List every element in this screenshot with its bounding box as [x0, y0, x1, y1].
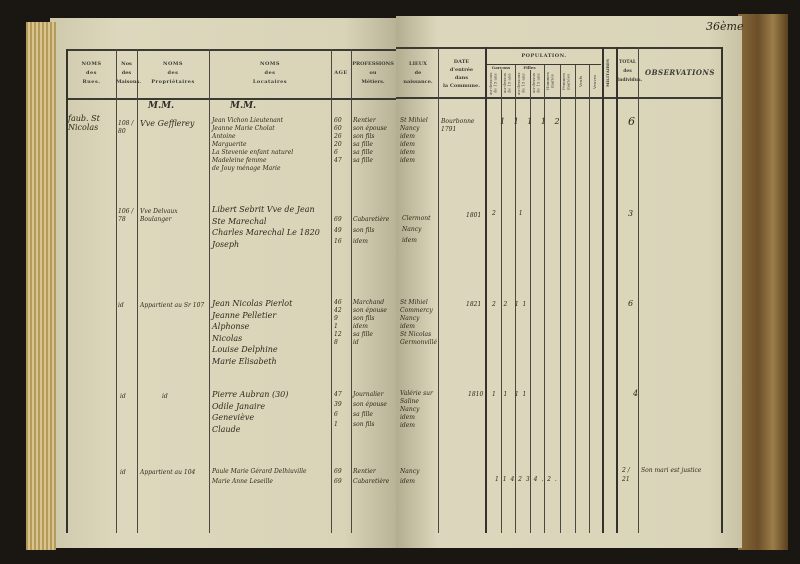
column-rule [137, 49, 138, 533]
entry-professions: Cabaretière son fils idem [353, 216, 390, 245]
column-rule [438, 47, 439, 533]
entry-total: 2 / 21 [622, 467, 630, 483]
population-subrule [487, 64, 601, 65]
mm-label: M.M. [148, 101, 175, 111]
right-page [396, 16, 742, 548]
right-header-bottom-rule [396, 97, 722, 99]
entry-total: 3 [628, 209, 634, 218]
left-page [50, 18, 396, 548]
header-garcons-over15: au-dessus de 15 ans [502, 73, 512, 94]
column-rule [638, 47, 639, 533]
entry-proprietaire: Vve Delvaux Boulanger [140, 208, 178, 223]
entry-population: 1 1 1 1 [492, 391, 527, 398]
entry-proprietaire: Appartient au 104 [140, 469, 196, 476]
column-rule [331, 49, 332, 533]
entry-date: 1821 [466, 301, 482, 308]
header-proprietaires: NOMS des Propriétaires [151, 61, 195, 85]
header-locataires: NOMS des Locataires [252, 61, 288, 85]
entry-date: Bourbonne 1791 [441, 118, 475, 133]
column-rule [589, 65, 590, 533]
entry-total: 6 [628, 299, 634, 308]
entry-maison-ditto: id [118, 302, 124, 309]
entry-lieux: St Mihiel Nancy idem idem idem idem [400, 117, 428, 164]
book-right-edge [738, 14, 788, 550]
column-rule [209, 49, 210, 533]
entry-lieux: St Mihiel Commercy Nancy idem St Nicolas Germ… [400, 299, 438, 346]
header-garcons-under15: au-dessous de 15 ans [488, 72, 498, 95]
header-veufs: Veufs [578, 76, 583, 88]
column-rule [602, 47, 604, 533]
entry-population: 2 1 [492, 210, 523, 217]
entry-lieux: Clermont Nancy idem [402, 215, 431, 244]
entry-professions: Journalier son épouse sa fille son fils [353, 391, 387, 428]
header-maisons: Nos des Maisons. [116, 61, 142, 85]
entry-locataires: Paule Marie Gérard Delhiuville Marie Anne… [212, 468, 307, 485]
entry-maison: 106 / 78 [118, 208, 134, 223]
entry-observation: Son mari est justice [641, 467, 702, 474]
entry-locataires: Libert Sebrit Vve de Jean Ste Marechal Cha… [212, 205, 320, 249]
left-table-top-rule [66, 49, 396, 51]
header-total: TOTAL des Individus. [617, 60, 643, 83]
header-militaires: MILITAIRES [605, 59, 610, 87]
left-header-bottom-rule [66, 98, 396, 100]
entry-lieux: Nancy idem [400, 468, 420, 485]
column-rule [530, 70, 531, 533]
column-rule [501, 70, 502, 533]
column-rule [485, 47, 487, 533]
header-population: POPULATION. [521, 53, 567, 59]
column-rule [515, 65, 516, 533]
header-lieux: LIEUX de naissance. [403, 61, 433, 85]
header-hommes-maries: Hommes mariés [545, 72, 555, 91]
column-rule [351, 49, 352, 533]
column-rule [544, 65, 545, 533]
entry-maison: 108 / 80 [118, 120, 134, 135]
entry-locataires: Jean Vichon Lieutenant Jeanne Marie Chola… [212, 117, 294, 172]
entry-ages: 69 49 16 [334, 216, 342, 245]
entry-total: 4 [633, 389, 639, 398]
entry-rue-ditto: id [120, 469, 126, 476]
entry-proprietaire: Vve Gefflerey [140, 119, 195, 128]
entry-professions: Marchand son épouse son fils idem sa fille id [353, 299, 387, 346]
entry-date: 1810 [468, 391, 484, 398]
entry-ages: 60 60 26 20 6 47 [334, 117, 342, 164]
header-veuves: Veuves [592, 74, 597, 90]
entry-proprietaire-ditto: id [162, 393, 168, 400]
entry-proprietaire: Appartient au Sr 107 [140, 302, 205, 309]
right-table-border [721, 47, 723, 533]
header-filles-over15: au-dessus de 15 ans [531, 73, 541, 94]
header-professions: PROFESSIONS ou Métiers. [352, 61, 394, 85]
entry-professions: Rentier Cabaretière [353, 468, 390, 485]
entry-rue-ditto: id [120, 393, 126, 400]
entry-population: 1 1 1 1 2 [500, 117, 563, 126]
header-date: DATE d'entrée dans la Commune. [443, 59, 480, 89]
header-femmes-mariees: Femmes mariées [561, 73, 571, 90]
right-table-top-rule [396, 47, 722, 49]
column-rule [116, 49, 117, 533]
entry-locataires: Pierre Aubran (30) Odile Janaire Geneviève… [212, 390, 289, 434]
entry-ages: 69 69 [334, 468, 342, 485]
header-age: AGE [334, 70, 348, 76]
header-observations: OBSERVATIONS [645, 68, 715, 77]
header-filles-under15: au-dessous de 15 ans [516, 72, 526, 95]
book-left-edge [26, 22, 56, 550]
entry-date: 1801 [466, 212, 482, 219]
entry-ages: 47 39 6 1 [334, 391, 342, 428]
header-rues: NOMS des Rues. [81, 61, 102, 85]
entry-professions: Rentier son épouse son fils sa fille sa fill… [353, 117, 387, 164]
entry-population: 1 1 4 2 3 4 . 2 . [495, 476, 558, 483]
header-filles: Filles [523, 65, 536, 70]
page-number: 36ème [706, 20, 744, 33]
column-rule [575, 65, 576, 533]
column-rule [616, 47, 618, 533]
entry-rue: faub. St Nicolas [68, 114, 100, 132]
column-rule [560, 65, 561, 533]
entry-lieux: Valérie sur Saline Nancy idem idem [400, 390, 433, 429]
entry-ages: 46 42 9 1 12 8 [334, 299, 342, 346]
mm-label: M.M. [230, 101, 257, 111]
header-garcons: Garçons [491, 65, 511, 70]
entry-population: 2 2 1 1 [492, 301, 527, 308]
entry-locataires: Jean Nicolas Pierlot Jeanne Pelletier Alph… [212, 299, 293, 366]
left-table-border [66, 49, 68, 533]
entry-total: 6 [628, 115, 635, 128]
